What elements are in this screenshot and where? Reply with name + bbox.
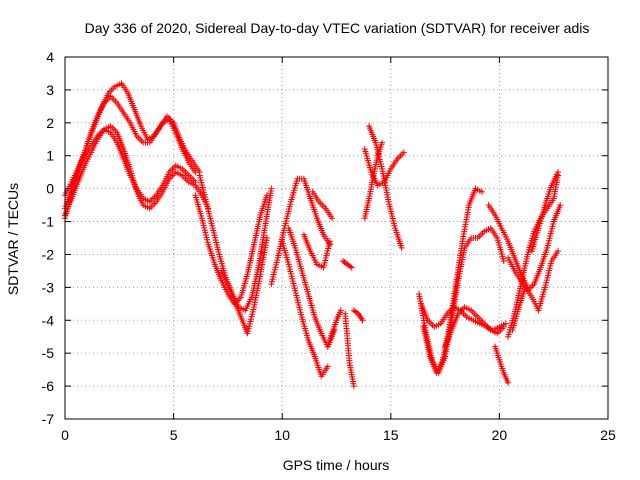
series-arc-28 [528,169,562,255]
series-arc-15 [342,310,357,390]
y-tick-label: 1 [46,148,54,164]
series-arc-14 [340,258,355,271]
x-tick-label: 5 [170,427,178,443]
series-arc-18 [361,146,407,189]
series-arc-16 [350,307,366,324]
data-marks [62,80,564,390]
x-tick-label: 25 [600,427,616,443]
series-arc-1 [62,80,203,222]
series-arc-24 [492,343,512,386]
series-arc-21 [420,185,486,376]
plot-frame [64,56,609,420]
series-arc-9 [279,238,331,380]
y-tick-label: 3 [46,82,54,98]
series-arc-12 [309,188,336,222]
y-tick-label: -5 [42,345,55,361]
y-tick-label: -2 [42,246,55,262]
y-tick-label: -3 [42,279,55,295]
y-tick-label: -1 [42,214,55,230]
series-arc-11 [300,231,333,271]
series-arc-13 [324,307,344,350]
x-tick-label: 10 [274,427,290,443]
y-tick-label: -6 [42,378,55,394]
series-arc-19 [361,139,386,222]
series-arc-22 [418,300,509,334]
x-tick-label: 20 [492,427,508,443]
series-arc-2 [62,93,199,212]
series-arc-20 [416,225,507,376]
y-tick-label: 2 [46,115,54,131]
x-tick-label: 0 [61,427,69,443]
series-arc-8 [268,175,333,288]
y-tick-label: 4 [46,49,54,65]
y-tick-label: -4 [42,312,55,328]
grid [65,57,608,419]
y-tick-label: -7 [42,411,55,427]
series-arc-27 [505,202,564,294]
series-arc-7 [218,235,270,337]
y-axis-label: SDTVAR / TECUs [5,183,21,295]
series-arc-17 [366,123,405,251]
series-arc-23 [442,304,507,350]
x-axis-label: GPS time / hours [283,457,390,473]
series-arc-29 [485,202,531,291]
x-tick-label: 15 [383,427,399,443]
y-tick-label: 0 [46,181,54,197]
chart-title: Day 336 of 2020, Sidereal Day-to-day VTE… [85,20,590,36]
